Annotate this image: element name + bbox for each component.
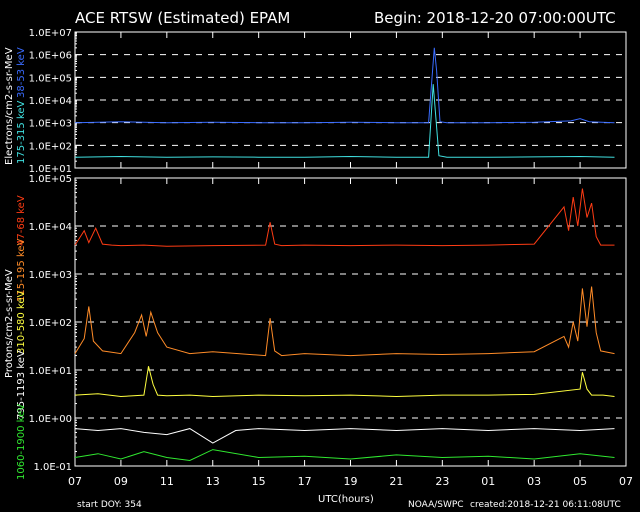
series-label-175-315: 175-315 keV: [16, 100, 27, 164]
series-label-1060-1900: 1060-1900 keV: [16, 404, 27, 480]
series-label-115-195: 115-195 keV: [16, 238, 27, 302]
proton-ytick-label: 1.0E+02: [29, 318, 72, 329]
proton-ytick-label: 1.0E+00: [29, 414, 72, 425]
source-label: NOAA/SWPC: [408, 500, 464, 510]
proton-ytick-label: 1.0E+05: [29, 174, 72, 185]
x-tick-label: 07: [619, 475, 633, 488]
electron-ytick-label: 1.0E+05: [29, 73, 72, 84]
x-tick-label: 05: [573, 475, 587, 488]
x-axis-label: UTC(hours): [318, 494, 374, 505]
electron-series-0-line: [74, 47, 615, 124]
electron-ylabel: Electrons/cm2-s-sr-MeV: [4, 47, 15, 165]
electron-ytick-label: 1.0E+01: [29, 164, 72, 175]
electron-ytick-label: 1.0E+02: [29, 141, 72, 152]
proton-series-1-line: [74, 286, 615, 357]
electron-ytick-label: 1.0E+04: [29, 96, 72, 107]
x-tick-label: 09: [114, 475, 128, 488]
x-tick-label: 07: [68, 475, 82, 488]
x-tick-label: 11: [160, 475, 174, 488]
proton-series-2-line: [74, 366, 615, 398]
series-label-38-53: 38-53 keV: [16, 47, 27, 98]
x-tick-label: 23: [435, 475, 449, 488]
created-stamp: created:2018-12-21 06:11:08UTC: [470, 500, 621, 510]
start-doy: start DOY: 354: [77, 500, 142, 510]
proton-ytick-label: 1.0E+01: [29, 366, 72, 377]
proton-ytick-label: 1.0E+04: [29, 222, 72, 233]
electron-ytick-label: 1.0E+03: [29, 119, 72, 130]
proton-series-0-line: [74, 188, 615, 247]
x-tick-label: 03: [527, 475, 541, 488]
proton-ytick-label: 1.0E+03: [29, 270, 72, 281]
x-tick-label: 19: [344, 475, 358, 488]
chart-title: ACE RTSW (Estimated) EPAM: [75, 9, 290, 27]
x-tick-label: 13: [206, 475, 220, 488]
proton-ytick-label: 1.0E-01: [33, 462, 72, 473]
electron-series-1-line: [74, 84, 615, 158]
x-tick-label: 17: [298, 475, 312, 488]
series-label-310-580: 310-580 keV: [16, 290, 27, 354]
proton-ylabel: Protons/cm2-s-sr-MeV: [4, 269, 15, 378]
x-tick-label: 15: [252, 475, 266, 488]
series-label-47-68: 47-68 keV: [16, 195, 27, 246]
begin-time: Begin: 2018-12-20 07:00:00UTC: [374, 9, 616, 27]
electron-ytick-label: 1.0E+06: [29, 51, 72, 62]
series-label-795-1193: 795-1193 keV: [16, 350, 27, 420]
x-tick-label: 21: [389, 475, 403, 488]
electron-ytick-label: 1.0E+07: [29, 28, 72, 39]
x-tick-label: 01: [481, 475, 495, 488]
proton-series-3-line: [74, 428, 615, 444]
proton-series-4-line: [74, 449, 615, 462]
